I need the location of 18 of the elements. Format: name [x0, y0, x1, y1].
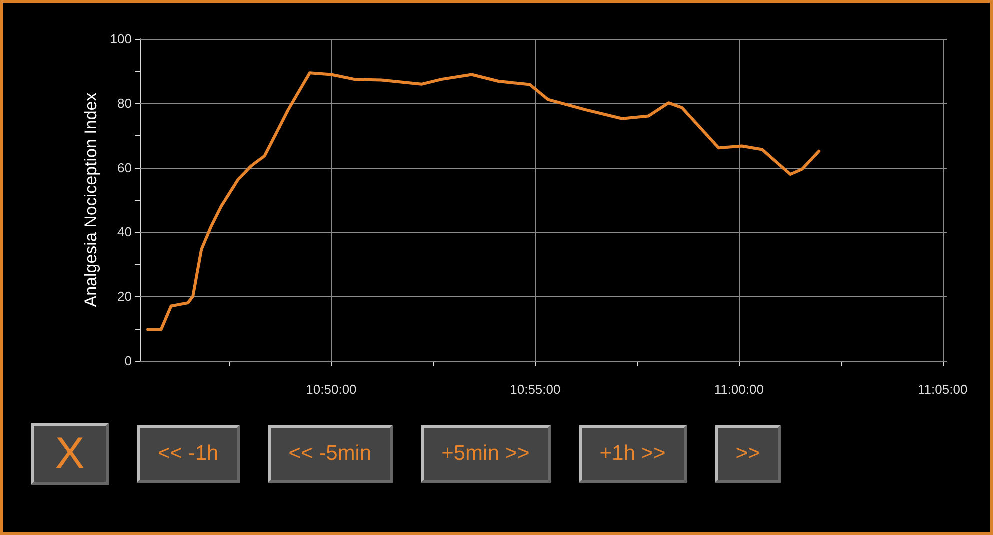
y-tick-label: 80 — [118, 96, 132, 111]
navigation-button: << -5min — [268, 425, 393, 483]
y-tick-label: 60 — [118, 160, 132, 176]
y-tick-label: 100 — [110, 32, 132, 46]
y-tick-label: 0 — [124, 354, 132, 368]
y-tick-label: 40 — [118, 224, 132, 240]
x-tick-label: 10:55:00 — [510, 382, 561, 397]
x-tick-label: 11:05:00 — [918, 382, 968, 397]
x-tick-label: 10:50:00 — [306, 382, 357, 397]
navigation-button: +1h >> — [578, 425, 687, 483]
navigation-button: << -1h — [137, 425, 240, 483]
navigation-button: +5min >> — [420, 425, 551, 483]
navigation-button: >> — [714, 425, 782, 483]
line-series — [146, 72, 821, 332]
y-tick-label: 20 — [118, 289, 132, 304]
y-axis-title: Analgesia Nociception Index — [81, 92, 100, 308]
close-button: X — [31, 423, 109, 485]
x-tick-label: 11:00:00 — [714, 382, 764, 397]
